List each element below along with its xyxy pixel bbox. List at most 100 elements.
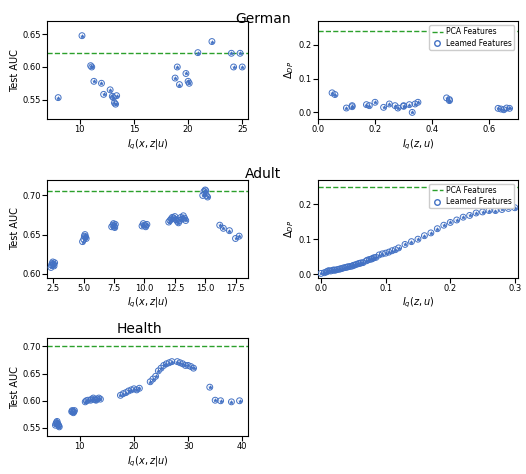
Point	[342, 104, 351, 112]
Point	[97, 80, 106, 87]
Point	[348, 262, 356, 270]
Point	[216, 221, 224, 229]
Point	[89, 394, 97, 402]
Point	[427, 229, 435, 237]
Point	[478, 208, 487, 216]
Point	[385, 248, 393, 256]
Point	[130, 385, 138, 392]
Point	[355, 260, 363, 267]
Point	[157, 365, 165, 372]
Point	[336, 265, 345, 273]
Point	[407, 238, 416, 246]
Point	[200, 188, 208, 195]
Point	[165, 359, 174, 366]
Point	[405, 101, 413, 109]
Point	[167, 215, 175, 223]
Point	[325, 267, 333, 274]
Point	[116, 392, 125, 399]
Point	[151, 373, 160, 380]
Point	[180, 214, 189, 222]
Point	[362, 257, 370, 264]
Point	[317, 270, 325, 277]
Point	[189, 365, 198, 372]
Point	[154, 367, 163, 374]
Point	[206, 383, 214, 391]
Point	[229, 63, 238, 71]
Point	[336, 265, 345, 273]
Point	[348, 102, 356, 109]
Point	[87, 63, 96, 71]
Point	[69, 409, 77, 417]
Point	[485, 207, 493, 214]
Point	[433, 225, 441, 233]
Point	[322, 268, 330, 276]
Point	[338, 265, 346, 273]
Point	[90, 78, 98, 85]
Point	[84, 396, 92, 404]
Point	[116, 392, 125, 399]
Point	[122, 389, 130, 396]
Point	[162, 360, 170, 368]
Point	[325, 267, 333, 274]
Y-axis label: Test AUC: Test AUC	[10, 49, 20, 91]
Point	[110, 222, 118, 230]
Point	[124, 387, 133, 395]
Point	[362, 101, 371, 109]
Point	[394, 244, 403, 252]
Point	[414, 99, 422, 106]
Point	[109, 221, 117, 229]
Point	[216, 397, 225, 404]
Point	[178, 215, 186, 223]
Point	[485, 207, 493, 214]
Point	[82, 235, 90, 242]
Point	[331, 91, 339, 98]
Point	[375, 251, 383, 259]
Point	[216, 397, 225, 404]
Point	[141, 223, 150, 230]
Point	[67, 408, 76, 415]
Point	[401, 241, 409, 248]
Point	[54, 421, 63, 428]
Point	[320, 269, 328, 276]
Point	[184, 78, 193, 85]
Point	[55, 423, 64, 431]
Point	[348, 102, 356, 109]
Point	[414, 236, 422, 243]
Point	[500, 106, 508, 113]
Point	[135, 384, 144, 392]
Point	[189, 365, 198, 372]
Point	[111, 220, 119, 228]
Point	[385, 100, 393, 108]
Point	[80, 232, 88, 240]
Point	[411, 100, 419, 108]
Point	[194, 49, 202, 56]
Point	[185, 80, 194, 87]
Point	[211, 396, 219, 404]
Point	[446, 219, 454, 226]
Point	[344, 263, 352, 271]
Point	[171, 74, 179, 82]
Point	[206, 383, 214, 391]
Point	[452, 216, 461, 224]
Point	[338, 265, 346, 273]
Point	[184, 362, 193, 369]
Point	[411, 100, 419, 108]
Point	[48, 260, 56, 267]
Point	[185, 80, 194, 87]
Y-axis label: $\Delta_{DP}$: $\Delta_{DP}$	[282, 219, 296, 238]
Point	[497, 105, 505, 113]
Point	[394, 244, 403, 252]
Legend: PCA Features, Leamed Features: PCA Features, Leamed Features	[429, 25, 514, 50]
Point	[227, 398, 236, 406]
Point	[388, 247, 396, 255]
Point	[81, 231, 89, 238]
Point	[91, 396, 99, 403]
Point	[442, 94, 451, 102]
Point	[173, 218, 181, 225]
Point	[108, 92, 117, 100]
Point	[363, 256, 372, 264]
Point	[68, 407, 76, 414]
Point	[133, 386, 141, 394]
Point	[95, 394, 103, 402]
Point	[87, 395, 96, 403]
